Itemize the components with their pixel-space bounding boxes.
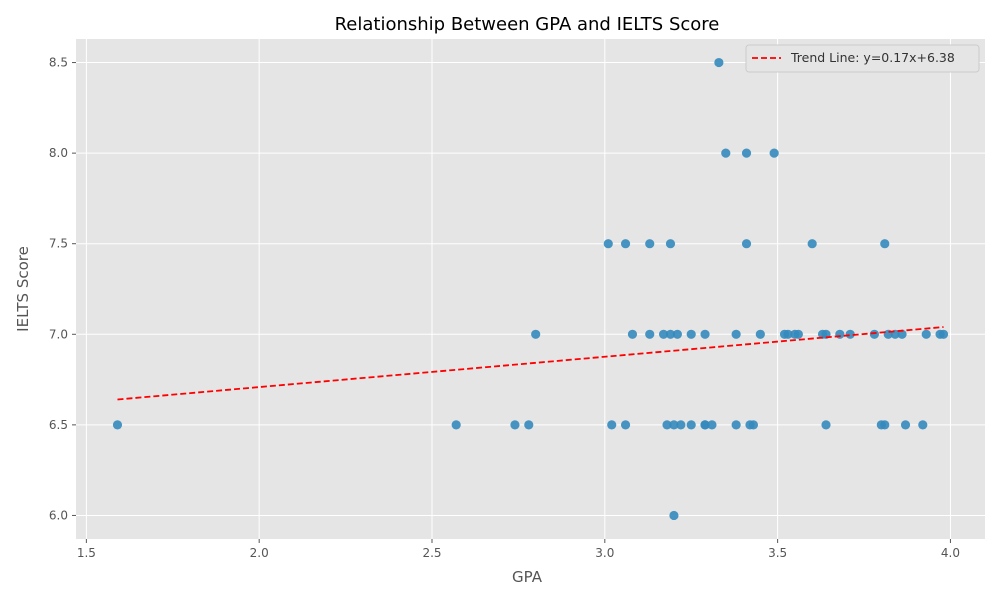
data-point	[686, 329, 696, 339]
y-tick-label: 8.5	[49, 56, 68, 70]
plot-area	[76, 39, 985, 539]
y-tick-label: 8.0	[49, 146, 68, 160]
data-point	[627, 329, 638, 339]
x-tick-label: 3.0	[595, 546, 614, 560]
data-point	[672, 329, 682, 339]
data-point	[669, 420, 679, 430]
data-point	[510, 420, 520, 430]
legend-box	[745, 44, 980, 73]
data-point	[741, 148, 752, 158]
x-tick-label: 4.0	[941, 546, 960, 560]
data-point	[665, 329, 676, 339]
data-point	[700, 420, 710, 430]
chart-title: Relationship Between GPA and IELTS Score	[335, 14, 720, 35]
data-point	[783, 329, 793, 339]
data-point	[603, 239, 613, 249]
y-tick-label: 6.0	[49, 508, 68, 522]
data-point	[918, 420, 928, 430]
data-point	[880, 420, 890, 430]
data-point	[821, 420, 831, 430]
axis-ticks: 1.5 2.0 2.5 3.0 3.5 4.0 6.0 6.5 7.0 7.5 8.0 8.5	[49, 56, 960, 560]
data-point	[835, 329, 845, 339]
data-point	[607, 420, 617, 430]
data-point	[645, 329, 655, 339]
y-tick-label: 6.5	[49, 418, 68, 432]
data-point	[741, 239, 752, 249]
data-point	[731, 420, 741, 430]
data-point	[524, 420, 534, 430]
data-point	[707, 420, 717, 430]
data-point	[897, 329, 907, 339]
data-point	[112, 420, 123, 430]
data-point	[807, 239, 817, 249]
data-point	[938, 329, 949, 339]
data-point	[714, 57, 724, 68]
x-tick-label: 3.5	[768, 546, 787, 560]
data-point	[900, 420, 911, 430]
data-point	[658, 329, 669, 339]
trend-line-layer	[117, 326, 944, 401]
data-point	[676, 420, 686, 430]
data-point	[721, 148, 731, 158]
data-point	[620, 420, 631, 430]
data-point	[755, 329, 765, 339]
data-point	[845, 329, 855, 339]
data-point	[665, 239, 676, 249]
data-point	[686, 420, 696, 430]
legend: Trend Line: y=0.17x+6.38	[745, 44, 980, 73]
trend-line	[117, 326, 944, 401]
legend-trend-label: Trend Line: y=0.17x+6.38	[790, 50, 955, 65]
x-tick-label: 2.5	[422, 546, 441, 560]
data-point	[769, 148, 779, 158]
y-tick-label: 7.5	[49, 237, 68, 251]
data-point	[748, 420, 759, 430]
data-point	[662, 420, 672, 430]
data-point	[869, 329, 879, 339]
y-tick-label: 7.0	[49, 327, 68, 341]
data-point	[700, 329, 710, 339]
data-point	[620, 239, 631, 249]
data-point	[731, 329, 741, 339]
grid	[76, 39, 985, 539]
x-axis-label: GPA	[512, 568, 543, 586]
y-axis-label: IELTS Score	[14, 246, 32, 332]
data-point	[880, 239, 890, 249]
data-point	[531, 329, 541, 339]
data-point	[921, 329, 931, 339]
data-point	[451, 420, 461, 430]
x-tick-label: 1.5	[77, 546, 96, 560]
x-tick-label: 2.0	[250, 546, 269, 560]
data-point	[793, 329, 803, 339]
data-point	[645, 239, 655, 249]
data-points	[112, 57, 949, 521]
data-point	[669, 510, 679, 521]
